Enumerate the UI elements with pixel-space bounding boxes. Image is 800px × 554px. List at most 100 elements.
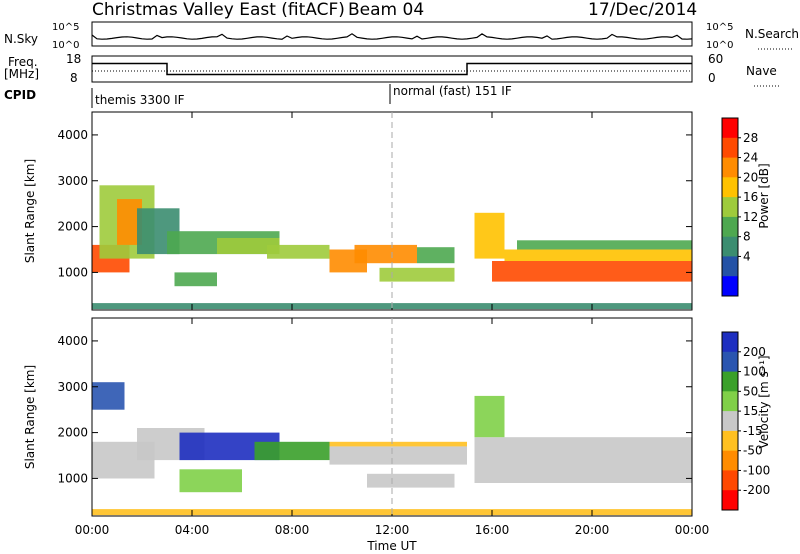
nsky-line [91, 33, 693, 40]
power-swatch-1 [722, 137, 738, 159]
frequency-line [92, 62, 692, 76]
velocity-colorbar-label: Velocity [m s⁻¹] [757, 355, 771, 448]
velocity-region-6 [329, 446, 467, 465]
x-tick-labels: 00:00 04:00 08:00 12:00 16:00 20:00 00:00 [75, 523, 710, 537]
freq-label: Freq. [8, 55, 38, 69]
freq-tick-bottom: 8 [70, 71, 78, 85]
cpid-segment-2: normal (fast) 151 IF [393, 84, 512, 98]
y-tick-label-1: 3000 [57, 380, 88, 394]
cpid-segment-1: themis 3300 IF [95, 93, 185, 107]
power-tick-label-4: 12 [743, 210, 758, 224]
noise-panel [91, 21, 693, 47]
velocity-swatch-3 [722, 391, 738, 412]
velocity-swatch-8 [722, 490, 738, 511]
velocity-frame [721, 331, 739, 511]
power-region-10 [379, 267, 455, 282]
velocity-swatch-1 [722, 351, 738, 373]
power-region-12 [474, 212, 505, 259]
nsearch-tick-top: 10^5 [706, 22, 733, 33]
nave-tick-bottom: 0 [708, 71, 716, 85]
freq-panel [91, 55, 693, 83]
power-region-15 [517, 240, 692, 250]
y-tick-label-1: 3000 [57, 174, 88, 188]
nave-tick-top: 60 [708, 52, 723, 66]
power-swatch-7 [722, 256, 738, 277]
freq-tick-top: 18 [66, 52, 81, 66]
y-tick-label-0: 4000 [57, 334, 88, 348]
x-tick-label-3: 12:00 [375, 523, 410, 537]
power-colorbar: 28 24 20 16 12 8 4 [721, 117, 758, 297]
x-tick-label-0: 00:00 [75, 523, 110, 537]
freq-unit-label: [MHz] [4, 67, 39, 81]
velocity-swatch-5 [722, 430, 738, 452]
velocity-swatch-2 [722, 371, 738, 392]
power-axes: 4000 3000 2000 1000 [57, 112, 693, 310]
power-swatch-5 [722, 216, 738, 238]
x-tick-label-2: 08:00 [275, 523, 310, 537]
y-tick-label-3: 1000 [57, 265, 88, 279]
velocity-tick-label-2: 50 [743, 384, 758, 398]
power-tick-label-6: 4 [743, 249, 751, 263]
power-heatmap [92, 185, 692, 310]
nsearch-label: N.Search [745, 27, 799, 41]
cpid-label: CPID [4, 88, 36, 102]
power-ylabel: Slant Range [km] [23, 159, 37, 263]
y-tick-label-0: 4000 [57, 128, 88, 142]
power-region-11 [417, 247, 455, 264]
power-swatch-2 [722, 157, 738, 178]
velocity-region-7 [329, 441, 467, 447]
nave-label: Nave [746, 64, 777, 78]
power-swatch-0 [722, 118, 738, 139]
nsky-tick-top: 10^5 [52, 22, 79, 33]
nsearch-tick-bottom: 10^0 [706, 40, 733, 51]
velocity-ylabel: Slant Range [km] [23, 365, 37, 469]
velocity-tick-label-6: -100 [743, 463, 770, 477]
nsky-label: N.Sky [4, 32, 38, 46]
date-label: 17/Dec/2014 [588, 0, 697, 20]
velocity-swatch-4 [722, 411, 738, 432]
power-tick-label-5: 8 [743, 230, 751, 244]
power-region-9 [354, 244, 417, 264]
power-region-14 [504, 249, 692, 261]
power-region-7 [267, 244, 330, 259]
velocity-tick-label-7: -200 [743, 483, 770, 497]
power-swatch-6 [722, 236, 738, 257]
power-tick-label-0: 28 [743, 131, 758, 145]
power-region-6 [217, 238, 280, 254]
power-frame [721, 117, 739, 297]
power-tick-label-1: 24 [743, 151, 758, 165]
beam-label: Beam 04 [348, 0, 424, 20]
velocity-swatch-7 [722, 470, 738, 491]
velocity-region-10 [474, 395, 505, 438]
velocity-tick-label-3: 15 [743, 404, 758, 418]
x-tick-label-4: 16:00 [475, 523, 510, 537]
velocity-colorbar: 200 100 50 15 -15 -50 -100 -200 [721, 331, 770, 511]
velocity-tick-label-5: -50 [743, 444, 763, 458]
x-tick-label-5: 20:00 [575, 523, 610, 537]
x-tick-label-1: 04:00 [175, 523, 210, 537]
power-swatch-3 [722, 177, 738, 198]
power-swatch-4 [722, 197, 738, 218]
power-colorbar-label: Power [dB] [757, 163, 771, 228]
velocity-tick-label-1: 100 [743, 365, 766, 379]
power-swatch-8 [722, 276, 738, 297]
power-region-13 [492, 261, 692, 282]
power-tick-label-2: 20 [743, 170, 758, 184]
y-tick-label-2: 2000 [57, 220, 88, 234]
velocity-region-4 [179, 469, 242, 493]
velocity-swatch-0 [722, 332, 738, 353]
velocity-tick-label-4: -15 [743, 424, 763, 438]
x-tick-label-6: 00:00 [675, 523, 710, 537]
y-tick-label-3: 1000 [57, 471, 88, 485]
velocity-region-8 [367, 473, 455, 488]
velocity-swatch-6 [722, 450, 738, 471]
power-tick-label-3: 16 [743, 190, 758, 204]
velocity-region-9 [474, 437, 692, 483]
velocity-tick-label-0: 200 [743, 345, 766, 359]
nsky-tick-bottom: 10^0 [52, 40, 79, 51]
y-tick-label-2: 2000 [57, 426, 88, 440]
velocity-axes: 4000 3000 2000 1000 [57, 318, 693, 516]
x-axis-label: Time UT [366, 539, 417, 553]
chart-title: Christmas Valley East (fitACF) [92, 0, 345, 20]
